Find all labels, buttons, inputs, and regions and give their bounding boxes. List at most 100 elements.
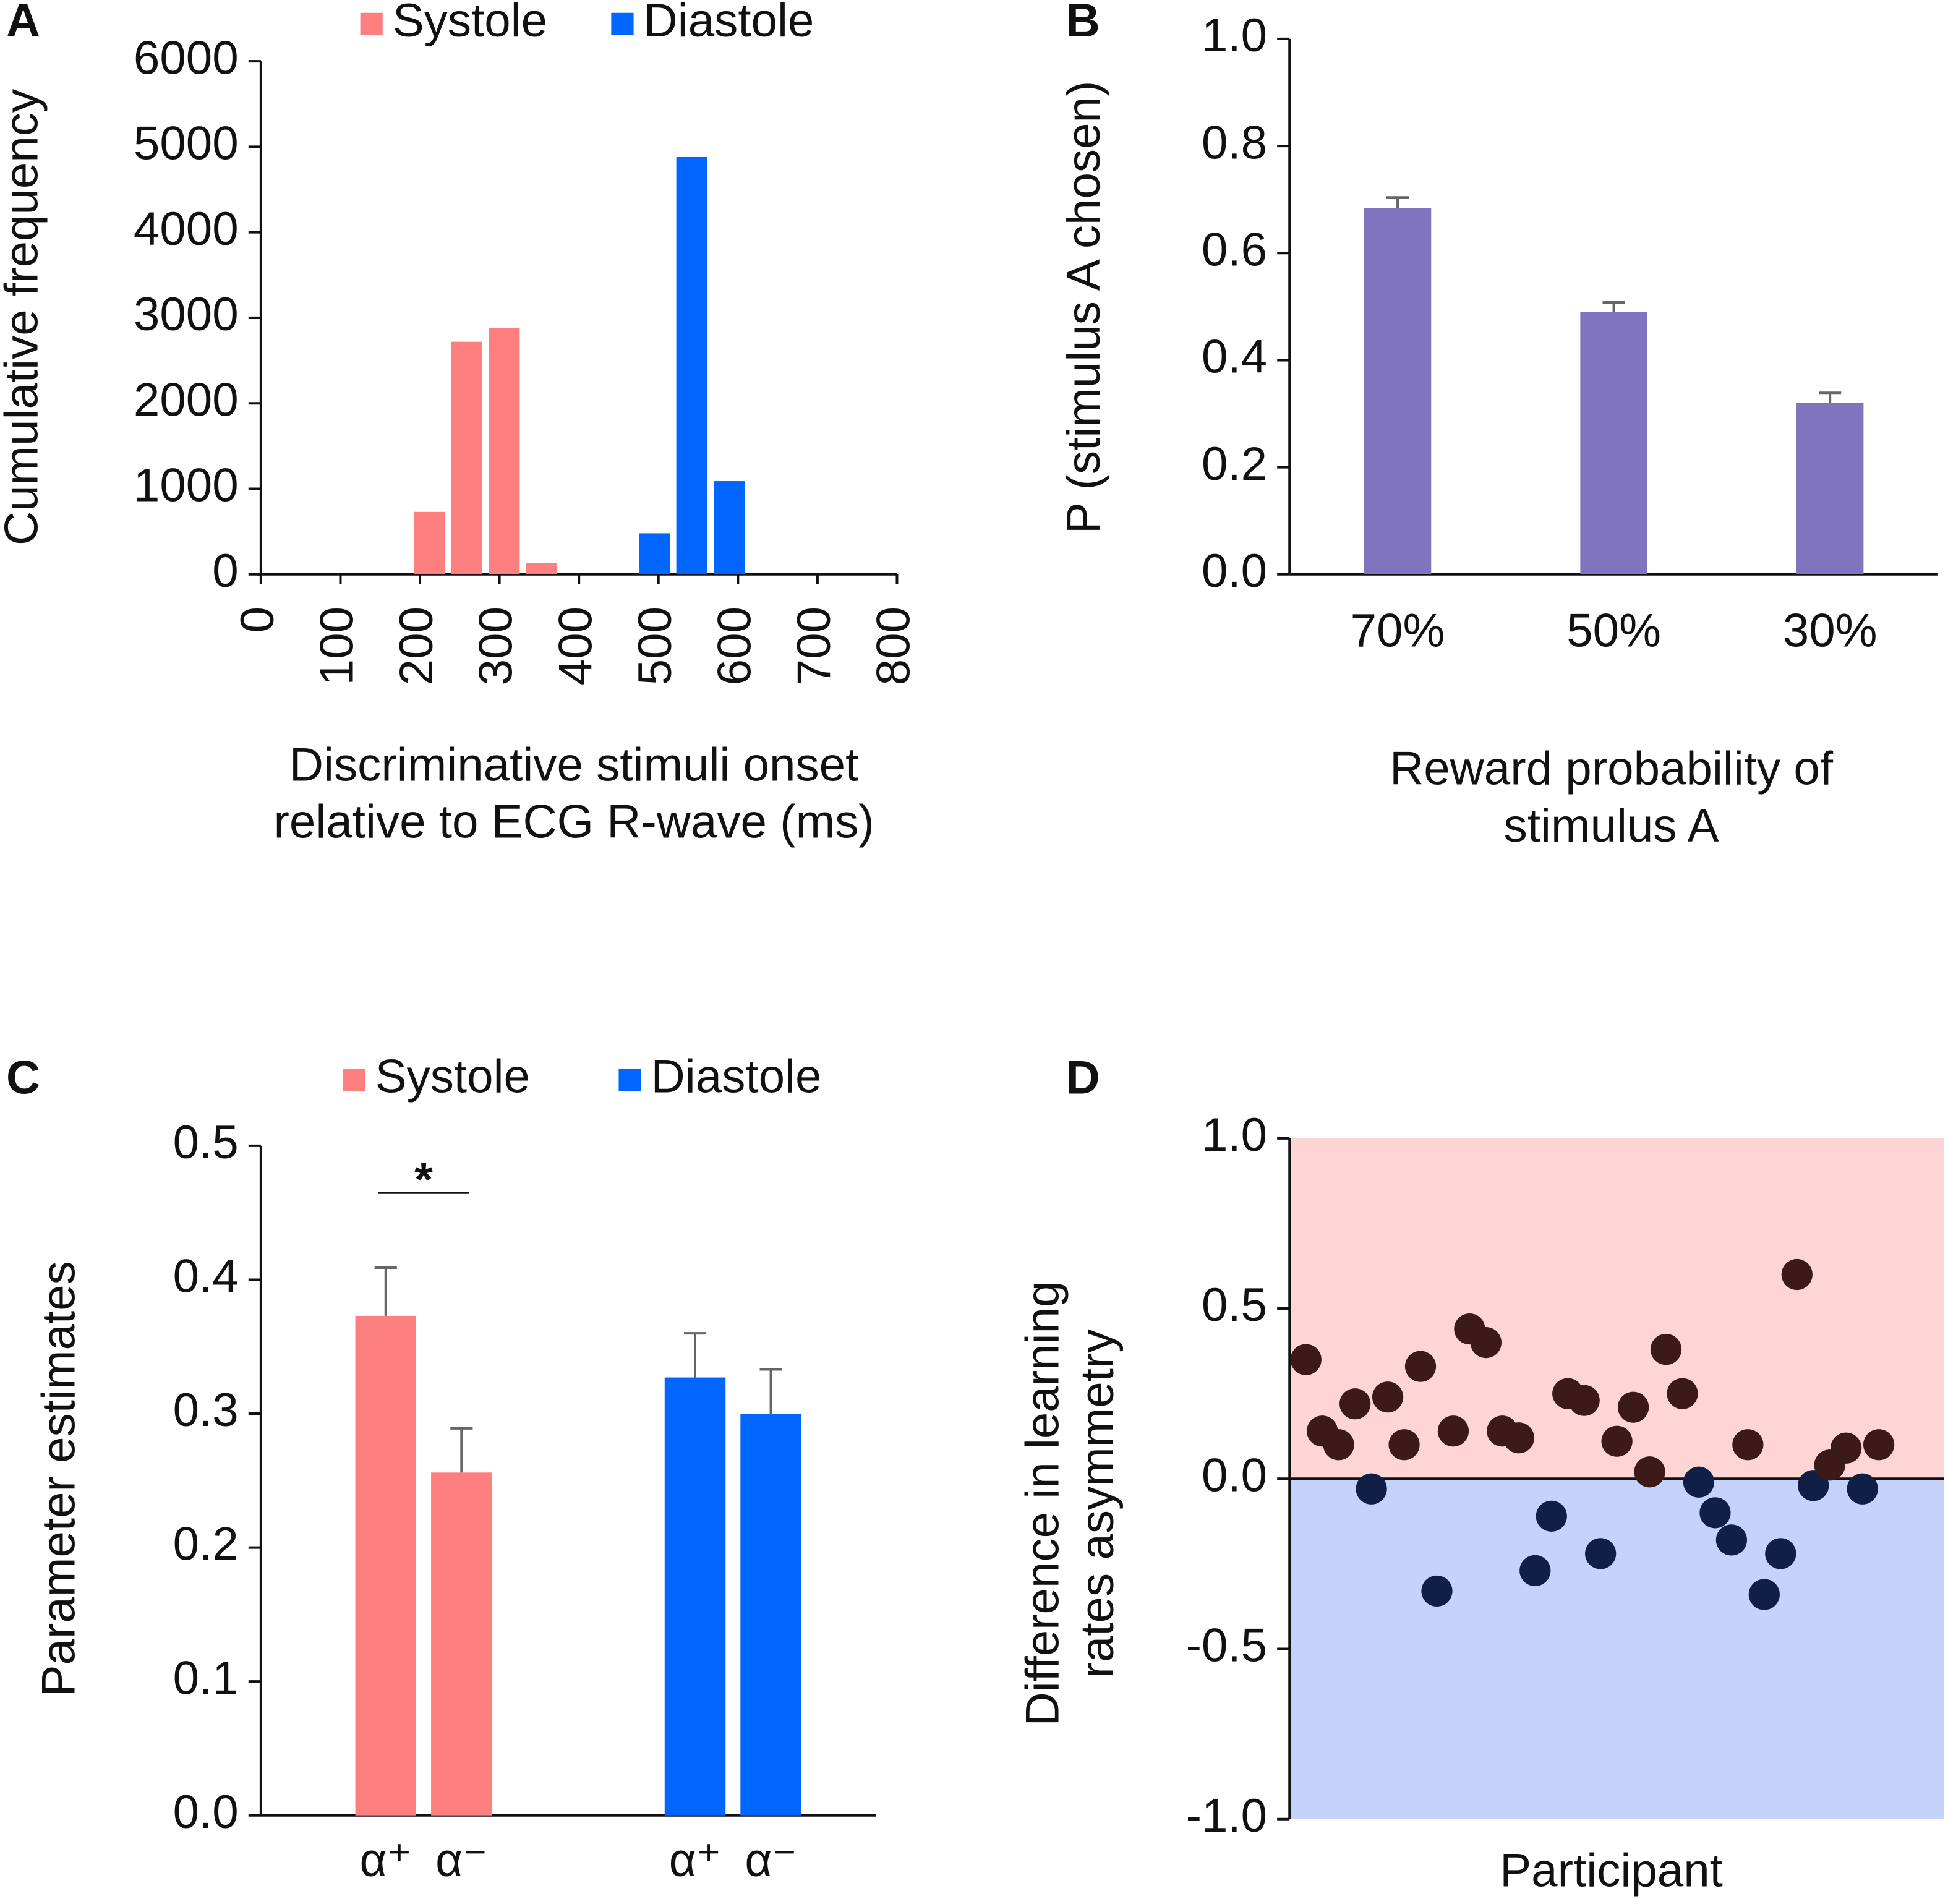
participant-point <box>1715 1524 1748 1556</box>
y-tick-label: 0.3 <box>173 1384 239 1437</box>
bar <box>1580 312 1647 574</box>
participant-point <box>1503 1422 1534 1454</box>
bar <box>714 481 745 574</box>
x-tick-label: 600 <box>708 607 761 685</box>
participant-point <box>1519 1555 1551 1587</box>
x-tick-label: 100 <box>311 607 364 685</box>
y-tick-label: 0 <box>212 545 238 597</box>
y-tick-label: 3000 <box>134 288 239 341</box>
bar <box>431 1472 492 1816</box>
y-tick-label: 0.1 <box>173 1652 239 1704</box>
y-tick-label: 0.5 <box>173 1116 239 1169</box>
y-tick-label: 5000 <box>134 117 239 170</box>
panel-label: D <box>1066 1052 1100 1104</box>
participant-point <box>1339 1388 1371 1420</box>
participant-point <box>1585 1538 1617 1569</box>
legend-swatch <box>360 12 383 35</box>
participant-point <box>1765 1538 1796 1569</box>
x-tick-label: α⁻ <box>745 1834 797 1887</box>
x-tick-label: 30% <box>1783 604 1878 657</box>
y-axis-label: Parameter estimates <box>33 1261 85 1696</box>
y-tick-label: 0.6 <box>1202 223 1267 276</box>
x-tick-label: 700 <box>788 607 840 685</box>
participant-point <box>1617 1391 1649 1423</box>
x-tick-label: α⁺ <box>669 1834 721 1887</box>
participant-point <box>1536 1500 1567 1532</box>
bar <box>526 563 557 574</box>
participant-point <box>1634 1456 1665 1488</box>
participant-point <box>1356 1473 1387 1505</box>
participant-point <box>1437 1415 1469 1447</box>
bar <box>1364 208 1432 574</box>
y-tick-label: 1.0 <box>1202 1109 1267 1161</box>
legend-swatch <box>343 1069 365 1091</box>
significance-marker: * <box>414 1153 433 1206</box>
bar <box>639 533 670 574</box>
x-tick-label: α⁻ <box>435 1834 487 1887</box>
x-tick-label: 800 <box>868 607 920 685</box>
participant-point <box>1847 1473 1878 1505</box>
x-axis-label: Discriminative stimuli onset <box>289 738 858 791</box>
x-tick-label: 300 <box>470 607 523 685</box>
participant-point <box>1667 1378 1698 1409</box>
x-tick-label: α⁺ <box>360 1834 412 1887</box>
y-tick-label: 0.4 <box>1202 331 1267 383</box>
panel-label: A <box>6 0 40 47</box>
x-axis-label: Reward probability of <box>1390 742 1834 795</box>
legend-label: Diastole <box>644 0 814 47</box>
y-tick-label: 0.0 <box>1202 545 1267 597</box>
legend-label: Diastole <box>651 1051 822 1103</box>
bar <box>414 511 445 574</box>
y-axis-label: rates asymmetry <box>1071 1329 1124 1678</box>
panel-label: B <box>1066 0 1100 47</box>
y-tick-label: -0.5 <box>1186 1620 1268 1672</box>
y-tick-label: 0.5 <box>1202 1279 1267 1331</box>
legend-label: Systole <box>393 0 547 47</box>
y-tick-label: 2000 <box>134 374 239 426</box>
bar <box>664 1377 726 1816</box>
y-tick-label: 0.2 <box>173 1518 239 1571</box>
x-tick-label: 0 <box>231 607 284 633</box>
x-tick-label: 500 <box>629 607 681 685</box>
y-tick-label: 4000 <box>134 203 239 255</box>
y-tick-label: -1.0 <box>1186 1790 1268 1842</box>
participant-point <box>1863 1429 1895 1461</box>
participant-point <box>1372 1381 1404 1413</box>
x-axis-label: stimulus A <box>1504 800 1719 852</box>
x-axis-label: Participant <box>1500 1844 1723 1897</box>
participant-point <box>1568 1385 1600 1416</box>
legend-label: Systole <box>375 1051 530 1103</box>
participant-point <box>1404 1351 1437 1382</box>
bar <box>740 1414 801 1816</box>
participant-point <box>1683 1466 1715 1498</box>
y-tick-label: 0.8 <box>1202 116 1267 169</box>
bar <box>1796 403 1864 574</box>
x-tick-label: 400 <box>549 607 602 685</box>
positive-region <box>1289 1138 1944 1479</box>
bar <box>451 341 482 574</box>
bar <box>489 328 520 574</box>
participant-point <box>1781 1258 1813 1291</box>
y-tick-label: 0.0 <box>1202 1449 1267 1501</box>
y-tick-label: 0.4 <box>173 1250 239 1303</box>
participant-point <box>1601 1425 1633 1457</box>
x-tick-label: 200 <box>390 607 443 685</box>
x-tick-label: 70% <box>1351 604 1445 657</box>
participant-point <box>1699 1497 1731 1529</box>
y-tick-label: 1.0 <box>1202 9 1267 62</box>
x-tick-label: 50% <box>1566 604 1661 657</box>
legend-swatch <box>618 1069 641 1091</box>
participant-point <box>1421 1575 1453 1607</box>
x-axis-label: relative to ECG R-wave (ms) <box>274 796 874 848</box>
y-tick-label: 0.0 <box>173 1786 239 1838</box>
bar <box>355 1315 416 1816</box>
y-axis-label: Difference in learning <box>1017 1281 1069 1727</box>
panel-label: C <box>6 1052 40 1104</box>
participant-point <box>1650 1334 1682 1365</box>
participant-point <box>1831 1432 1862 1464</box>
y-tick-label: 6000 <box>134 32 239 84</box>
participant-point <box>1290 1344 1322 1375</box>
participant-point <box>1323 1429 1354 1461</box>
